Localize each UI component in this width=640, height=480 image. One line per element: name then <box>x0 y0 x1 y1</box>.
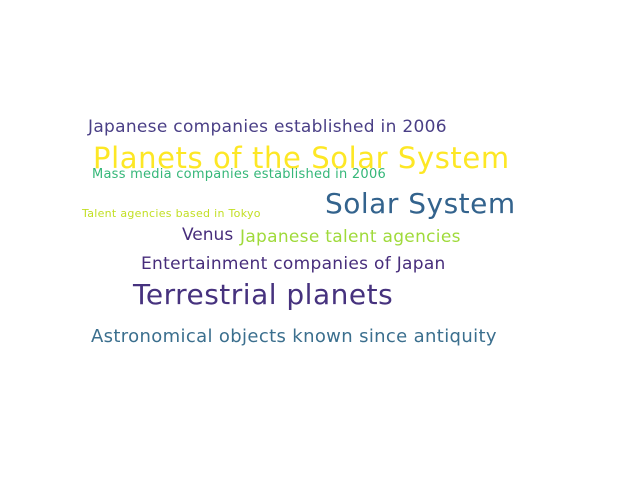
word-astronomical-objects-antiquity: Astronomical objects known since antiqui… <box>91 326 497 347</box>
word-terrestrial-planets: Terrestrial planets <box>133 278 394 311</box>
word-japanese-talent-agencies: Japanese talent agencies <box>240 227 461 247</box>
word-solar-system: Solar System <box>325 187 516 220</box>
word-japanese-companies-2006: Japanese companies established in 2006 <box>88 117 447 137</box>
word-entertainment-companies-japan: Entertainment companies of Japan <box>141 254 446 274</box>
word-planets-of-the-solar-system: Planets of the Solar System <box>93 141 510 175</box>
word-mass-media-companies-2006: Mass media companies established in 2006 <box>92 167 386 182</box>
word-talent-agencies-tokyo: Talent agencies based in Tokyo <box>82 207 261 220</box>
word-venus: Venus <box>182 225 234 245</box>
